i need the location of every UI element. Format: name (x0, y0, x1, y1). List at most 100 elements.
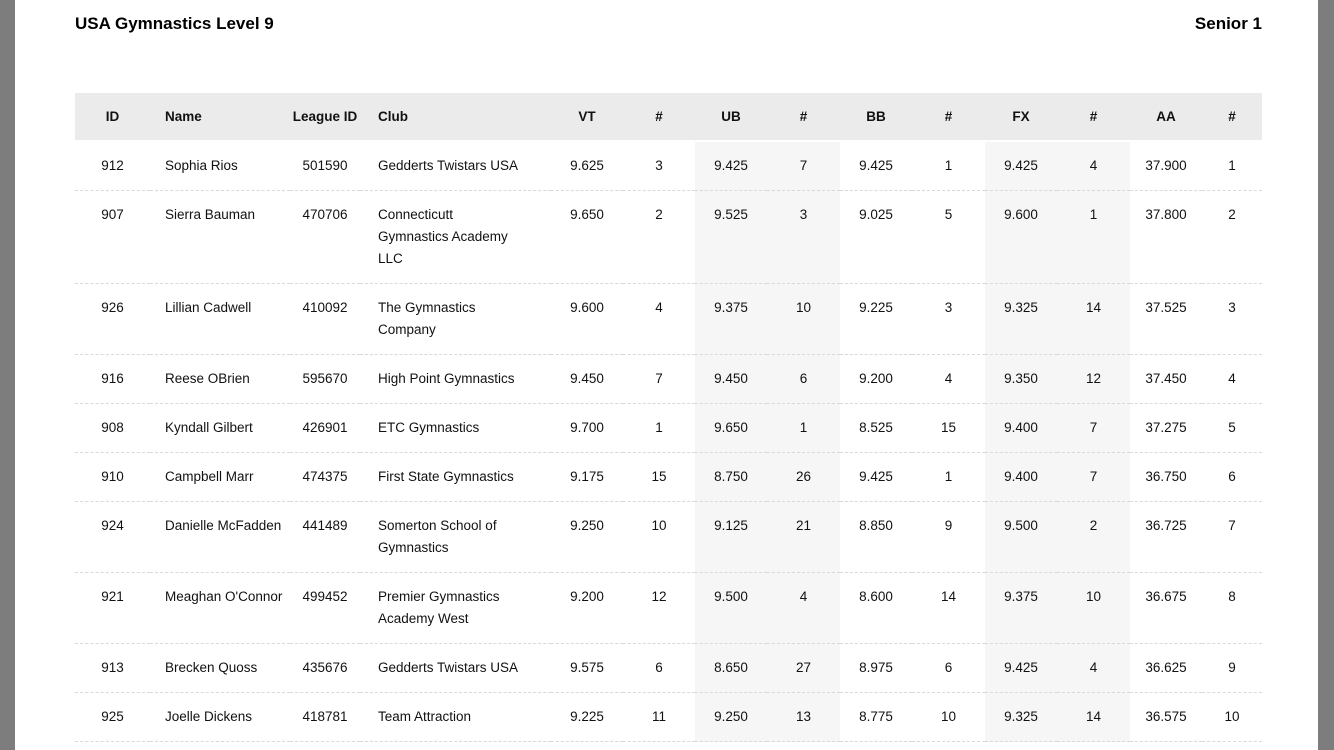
table-body: 912 Sophia Rios 501590 Gedderts Twistars US… (75, 141, 1262, 742)
column-header-vt: VT (551, 93, 623, 142)
cell-ub: 9.125 (695, 501, 767, 573)
cell-vt_rank: 12 (623, 572, 695, 644)
cell-fx: 9.375 (985, 572, 1057, 644)
cell-ub: 9.500 (695, 572, 767, 644)
cell-fx_rank: 4 (1057, 643, 1130, 693)
page-title: USA Gymnastics Level 9 (75, 14, 274, 33)
column-header-aa: AA (1130, 93, 1202, 142)
cell-league_id: 470706 (290, 190, 360, 284)
cell-vt: 9.250 (551, 501, 623, 573)
cell-aa: 37.525 (1130, 283, 1202, 355)
cell-aa: 37.800 (1130, 190, 1202, 284)
cell-league_id: 441489 (290, 501, 360, 573)
cell-id: 924 (75, 501, 150, 573)
page-header: USA Gymnastics Level 9 Senior 1 (75, 14, 1262, 34)
column-header-name: Name (150, 93, 290, 142)
cell-vt_rank: 6 (623, 643, 695, 693)
cell-fx_rank: 7 (1057, 403, 1130, 453)
cell-id: 908 (75, 403, 150, 453)
cell-bb_rank: 4 (912, 354, 985, 404)
column-header-club: Club (360, 93, 551, 142)
table-row: 913 Brecken Quoss 435676 Gedderts Twistars … (75, 643, 1262, 693)
cell-ub_rank: 21 (767, 501, 840, 573)
cell-bb_rank: 3 (912, 283, 985, 355)
table-row: 924 Danielle McFadden 441489 Somerton Schoo… (75, 501, 1262, 573)
cell-fx: 9.600 (985, 190, 1057, 284)
cell-bb_rank: 15 (912, 403, 985, 453)
cell-aa: 37.450 (1130, 354, 1202, 404)
left-gutter (0, 0, 15, 750)
cell-ub_rank: 10 (767, 283, 840, 355)
cell-aa_rank: 1 (1202, 141, 1262, 191)
cell-vt: 9.225 (551, 692, 623, 742)
cell-aa: 37.275 (1130, 403, 1202, 453)
cell-name: Sophia Rios (150, 141, 290, 191)
cell-fx: 9.325 (985, 283, 1057, 355)
cell-id: 921 (75, 572, 150, 644)
cell-bb: 8.850 (840, 501, 912, 573)
cell-bb: 8.525 (840, 403, 912, 453)
cell-bb_rank: 5 (912, 190, 985, 284)
cell-ub: 8.750 (695, 452, 767, 502)
cell-fx: 9.425 (985, 141, 1057, 191)
cell-ub: 9.450 (695, 354, 767, 404)
column-header-league_id: League ID (290, 93, 360, 142)
cell-fx_rank: 7 (1057, 452, 1130, 502)
cell-id: 907 (75, 190, 150, 284)
results-table-container: ID Name League ID Club VT # UB # BB # FX # AA # 912 So… (75, 93, 1262, 742)
cell-vt: 9.175 (551, 452, 623, 502)
cell-club: The Gymnastics Company (360, 283, 551, 355)
cell-vt_rank: 2 (623, 190, 695, 284)
cell-aa: 36.725 (1130, 501, 1202, 573)
cell-vt_rank: 4 (623, 283, 695, 355)
results-table: ID Name League ID Club VT # UB # BB # FX # AA # 912 So… (75, 93, 1262, 742)
cell-aa: 37.900 (1130, 141, 1202, 191)
cell-fx_rank: 4 (1057, 141, 1130, 191)
cell-id: 926 (75, 283, 150, 355)
cell-bb_rank: 1 (912, 141, 985, 191)
cell-aa_rank: 6 (1202, 452, 1262, 502)
cell-aa_rank: 7 (1202, 501, 1262, 573)
column-header-bb: BB (840, 93, 912, 142)
column-header-bb_rank: # (912, 93, 985, 142)
cell-vt_rank: 1 (623, 403, 695, 453)
column-header-vt_rank: # (623, 93, 695, 142)
cell-league_id: 499452 (290, 572, 360, 644)
results-page: USA Gymnastics Level 9 Senior 1 ID Name Le… (15, 0, 1318, 750)
table-row: 910 Campbell Marr 474375 First State Gymnas… (75, 452, 1262, 502)
cell-fx: 9.500 (985, 501, 1057, 573)
cell-ub_rank: 27 (767, 643, 840, 693)
cell-aa_rank: 5 (1202, 403, 1262, 453)
column-header-id: ID (75, 93, 150, 142)
cell-club: High Point Gymnastics (360, 354, 551, 404)
cell-fx: 9.325 (985, 692, 1057, 742)
cell-name: Campbell Marr (150, 452, 290, 502)
cell-bb: 9.425 (840, 452, 912, 502)
cell-vt_rank: 11 (623, 692, 695, 742)
cell-ub_rank: 7 (767, 141, 840, 191)
cell-ub: 9.375 (695, 283, 767, 355)
cell-bb_rank: 6 (912, 643, 985, 693)
cell-bb: 8.975 (840, 643, 912, 693)
cell-league_id: 410092 (290, 283, 360, 355)
cell-fx: 9.400 (985, 452, 1057, 502)
cell-bb_rank: 14 (912, 572, 985, 644)
cell-aa: 36.625 (1130, 643, 1202, 693)
cell-ub_rank: 26 (767, 452, 840, 502)
table-row: 907 Sierra Bauman 470706 Connecticutt Gymna… (75, 190, 1262, 284)
cell-fx: 9.400 (985, 403, 1057, 453)
cell-ub: 9.650 (695, 403, 767, 453)
cell-bb: 8.600 (840, 572, 912, 644)
cell-ub_rank: 3 (767, 190, 840, 284)
cell-aa: 36.750 (1130, 452, 1202, 502)
cell-vt: 9.700 (551, 403, 623, 453)
cell-name: Brecken Quoss (150, 643, 290, 693)
cell-ub: 8.650 (695, 643, 767, 693)
table-row: 925 Joelle Dickens 418781 Team Attraction 9.… (75, 692, 1262, 742)
cell-vt_rank: 7 (623, 354, 695, 404)
cell-fx_rank: 1 (1057, 190, 1130, 284)
cell-bb: 9.200 (840, 354, 912, 404)
column-header-aa_rank: # (1202, 93, 1262, 142)
cell-club: ETC Gymnastics (360, 403, 551, 453)
cell-club: Gedderts Twistars USA (360, 141, 551, 191)
